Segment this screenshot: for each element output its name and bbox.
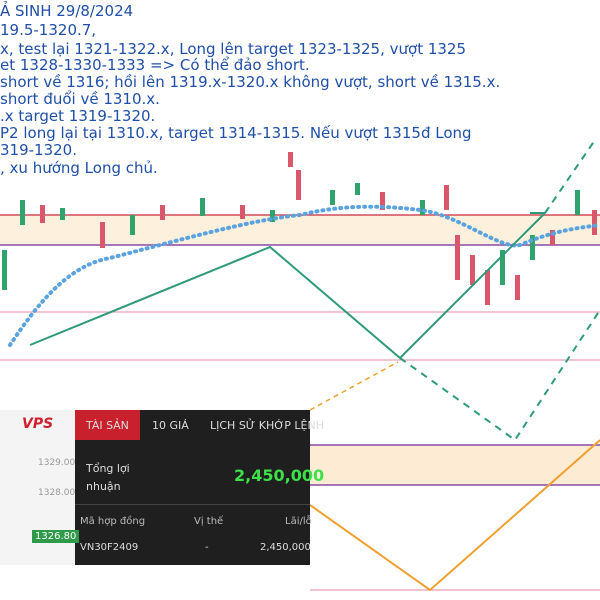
tab[interactable]: 10 GIÁ [152,419,189,432]
note-line: 319-1320. [0,141,77,159]
profit-label: nhuận [86,480,121,493]
projection-line [399,309,600,442]
note-line: , xu hướng Long chủ. [0,159,158,177]
profit-value: 2,450,000 [234,466,325,485]
cell: 2,450,000 [260,542,311,553]
note-line: short về 1316; hồi lên 1319.x-1320.x khô… [0,73,501,91]
projection-line [29,212,546,360]
active-tab [75,410,140,440]
cell: VN30F2409 [80,542,139,553]
column-header: Mã hợp đồng [80,516,146,527]
candles [2,152,597,305]
cell: - [205,542,209,553]
note-line: et 1328-1330-1333 => Có thể đảo short. [0,56,310,74]
axis-label: 1328.00 [38,488,76,498]
axis-label: 1326.80 [32,530,80,543]
note-line: .x target 1319-1320. [0,107,156,125]
projection-line [309,439,600,592]
column-header: Vị thế [194,516,224,527]
axis-label: 1329.00 [38,458,76,468]
profit-label: Tổng lợi [86,462,130,475]
tab[interactable]: TÀI SẢN [86,419,129,432]
note-line: 19.5-1320.7, [0,21,97,39]
zone [310,445,600,485]
tab[interactable]: LỊCH SỬ KHỚP LỆNH [210,419,324,432]
logo: VPS [22,416,54,432]
projection-line [309,361,399,411]
moving-average [8,204,600,347]
trading-panel: VPS 1329.00 1328.00 1326.80 TÀI SẢN 10 G… [0,410,324,565]
note-line: Ả SINH 29/8/2024 [0,2,134,20]
zone [0,215,600,245]
note-line: x, test lại 1321-1322.x, Long lên target… [0,40,467,58]
note-line: short đuổi về 1310.x. [0,90,160,108]
note-line: P2 long lại tại 1310.x, target 1314-1315… [0,124,472,142]
column-header: Lãi/lỗ [285,516,312,527]
projection-line [544,139,596,214]
